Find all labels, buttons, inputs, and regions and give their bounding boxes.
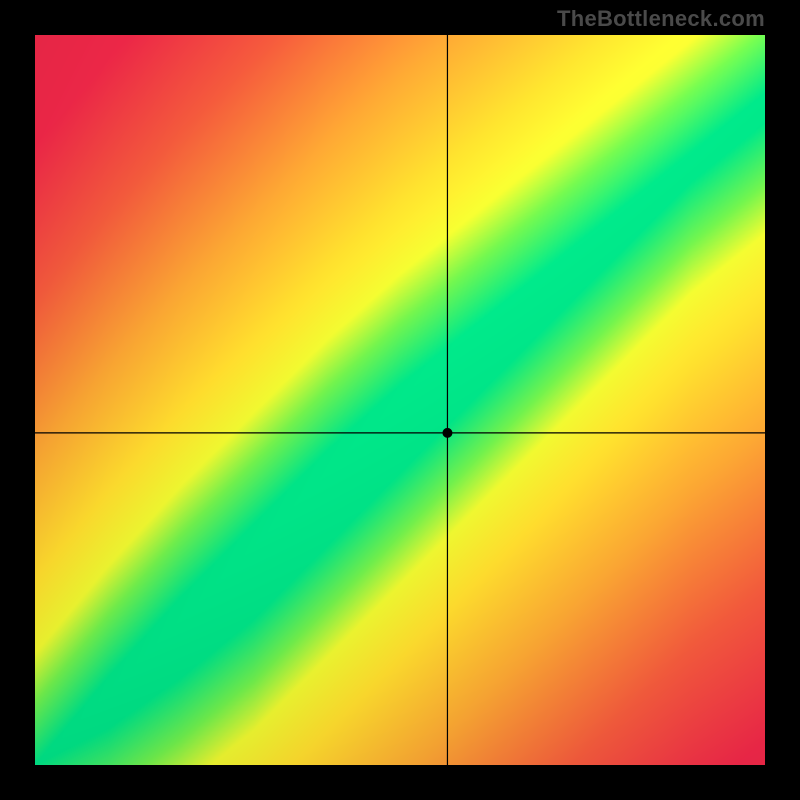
bottleneck-heatmap <box>35 35 765 765</box>
heatmap-canvas <box>35 35 765 765</box>
watermark-text: TheBottleneck.com <box>557 6 765 32</box>
page-root: { "watermark": { "text": "TheBottleneck.… <box>0 0 800 800</box>
